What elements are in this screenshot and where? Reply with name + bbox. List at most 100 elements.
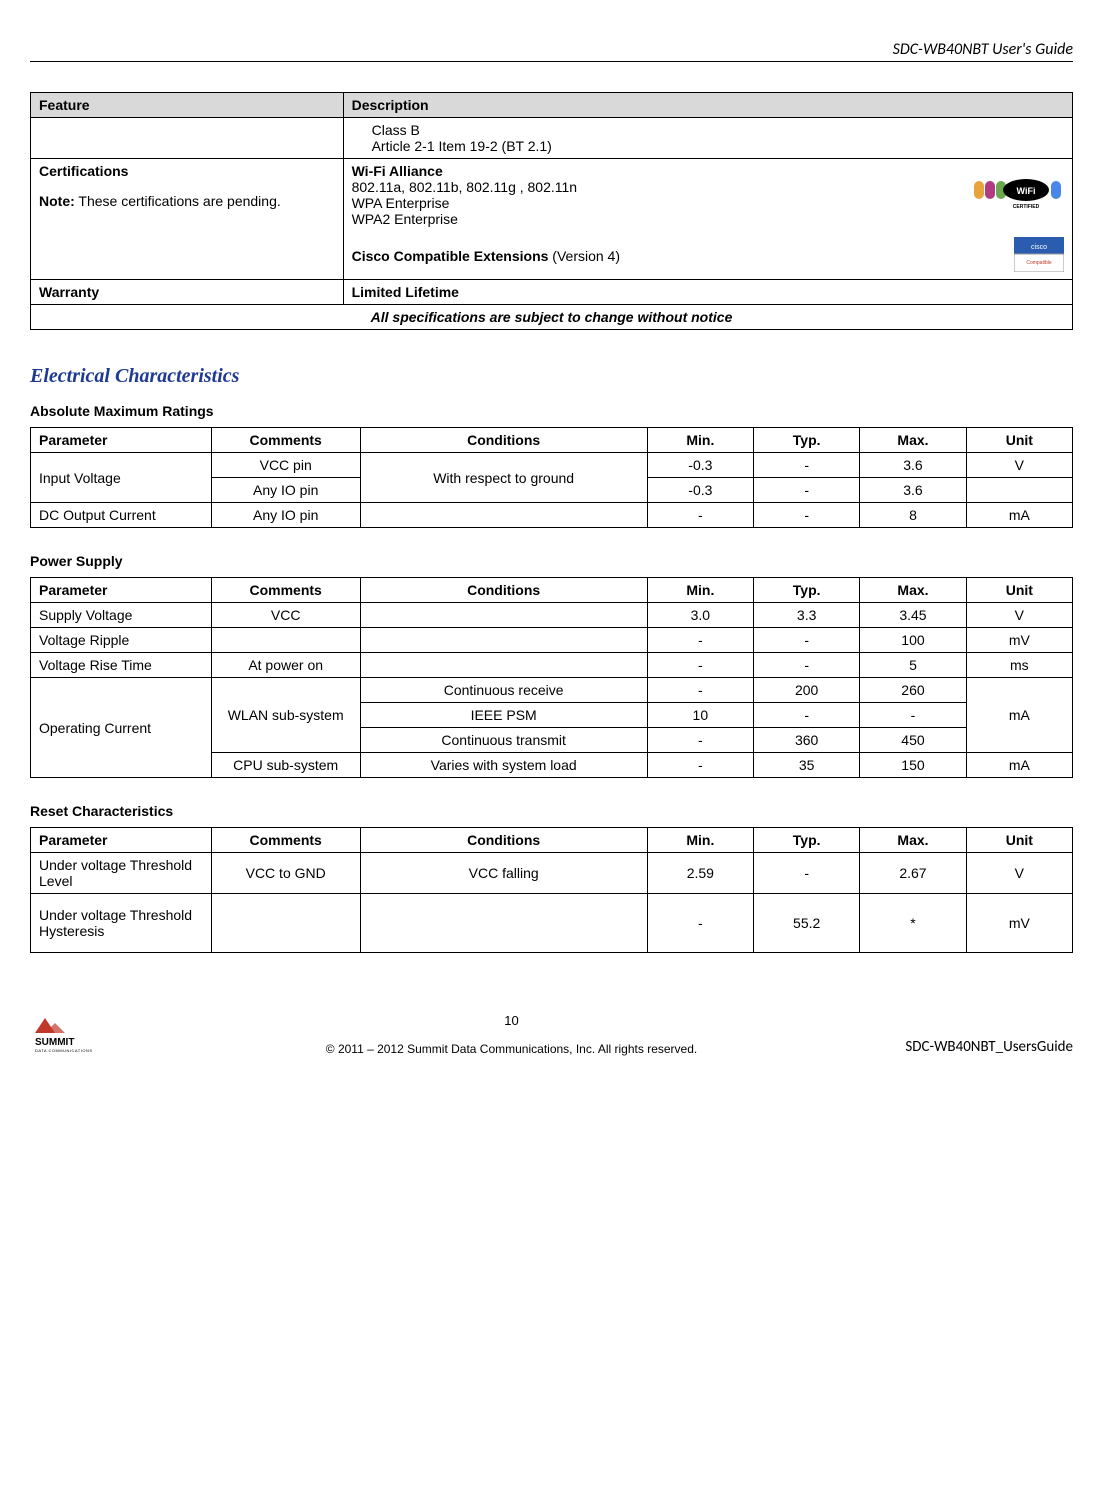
reset-table: Parameter Comments Conditions Min. Typ. … (30, 827, 1073, 953)
td: With respect to ground (360, 453, 647, 503)
td: - (754, 628, 860, 653)
td: Continuous receive (360, 678, 647, 703)
td: 3.0 (647, 603, 753, 628)
td: mV (966, 894, 1072, 953)
td: 5 (860, 653, 966, 678)
td: Continuous transmit (360, 728, 647, 753)
td: Any IO pin (211, 478, 360, 503)
td: 2.67 (860, 853, 966, 894)
td: - (647, 503, 753, 528)
continuation-cell: Class B Article 2-1 Item 19-2 (BT 2.1) (343, 118, 1072, 159)
th: Unit (966, 428, 1072, 453)
th: Unit (966, 578, 1072, 603)
th-description: Description (343, 93, 1072, 118)
td: 3.45 (860, 603, 966, 628)
th: Min. (647, 578, 753, 603)
td: - (647, 628, 753, 653)
td: VCC (211, 603, 360, 628)
td: Voltage Ripple (31, 628, 212, 653)
td: CPU sub-system (211, 753, 360, 778)
td: At power on (211, 653, 360, 678)
td: VCC to GND (211, 853, 360, 894)
power-supply-table: Parameter Comments Conditions Min. Typ. … (30, 577, 1073, 778)
svg-text:SUMMIT: SUMMIT (35, 1037, 74, 1048)
td (360, 503, 647, 528)
th: Comments (211, 428, 360, 453)
svg-text:CERTIFIED: CERTIFIED (1013, 204, 1040, 210)
wifi-certified-icon: WiFi CERTIFIED (974, 176, 1064, 214)
td: Operating Current (31, 678, 212, 778)
td: - (647, 728, 753, 753)
classb-line: Class B (352, 122, 1064, 138)
td: 100 (860, 628, 966, 653)
section-title: Electrical Characteristics (30, 365, 1073, 388)
td: WLAN sub-system (211, 678, 360, 753)
th: Parameter (31, 828, 212, 853)
notice-cell: All specifications are subject to change… (31, 305, 1073, 330)
reset-title: Reset Characteristics (30, 803, 1073, 819)
td: -0.3 (647, 478, 753, 503)
td: 260 (860, 678, 966, 703)
td: 3.3 (754, 603, 860, 628)
td: - (754, 453, 860, 478)
td: ms (966, 653, 1072, 678)
feature-table: Feature Description Class B Article 2-1 … (30, 92, 1073, 330)
th: Typ. (754, 578, 860, 603)
td (211, 894, 360, 953)
th: Max. (860, 578, 966, 603)
td (966, 478, 1072, 503)
td: V (966, 453, 1072, 478)
th: Unit (966, 828, 1072, 853)
td: - (754, 853, 860, 894)
td: - (647, 653, 753, 678)
th: Conditions (360, 828, 647, 853)
td: - (754, 503, 860, 528)
td: 200 (754, 678, 860, 703)
td: IEEE PSM (360, 703, 647, 728)
abs-max-title: Absolute Maximum Ratings (30, 403, 1073, 419)
warranty-label-text: Warranty (39, 284, 99, 300)
svg-text:WiFi: WiFi (1017, 186, 1036, 196)
td: 450 (860, 728, 966, 753)
td: DC Output Current (31, 503, 212, 528)
copyright: © 2011 – 2012 Summit Data Communications… (150, 1042, 873, 1056)
page-header: SDC-WB40NBT User's Guide (30, 40, 1073, 62)
note-text: These certifications are pending. (75, 193, 281, 209)
th: Comments (211, 828, 360, 853)
td: -0.3 (647, 453, 753, 478)
td: 10 (647, 703, 753, 728)
td: Voltage Rise Time (31, 653, 212, 678)
th: Typ. (754, 828, 860, 853)
warranty-value: Limited Lifetime (343, 280, 1072, 305)
td (360, 894, 647, 953)
td: 35 (754, 753, 860, 778)
th-feature: Feature (31, 93, 344, 118)
td: Input Voltage (31, 453, 212, 503)
td: mV (966, 628, 1072, 653)
td: Under voltage Threshold Level (31, 853, 212, 894)
td: - (647, 894, 753, 953)
td (360, 628, 647, 653)
note-label: Note: (39, 193, 75, 209)
td: 3.6 (860, 453, 966, 478)
th: Max. (860, 428, 966, 453)
wifi-line1: 802.11a, 802.11b, 802.11g , 802.11n (352, 179, 954, 195)
th: Parameter (31, 578, 212, 603)
td: V (966, 853, 1072, 894)
doc-ref: SDC-WB40NBT_UsersGuide (873, 1038, 1073, 1056)
td: Any IO pin (211, 503, 360, 528)
article-line: Article 2-1 Item 19-2 (BT 2.1) (352, 138, 1064, 154)
td: 2.59 (647, 853, 753, 894)
td: - (754, 478, 860, 503)
abs-max-table: Parameter Comments Conditions Min. Typ. … (30, 427, 1073, 528)
th: Min. (647, 428, 753, 453)
th: Max. (860, 828, 966, 853)
wifi-line2: WPA Enterprise (352, 195, 954, 211)
th: Min. (647, 828, 753, 853)
td: V (966, 603, 1072, 628)
td: - (754, 703, 860, 728)
td: mA (966, 678, 1072, 753)
td: - (647, 753, 753, 778)
certifications-desc-cell: Wi-Fi Alliance 802.11a, 802.11b, 802.11g… (343, 159, 1072, 280)
summit-logo-icon: SUMMIT DATA COMMUNICATIONS (30, 1013, 150, 1056)
